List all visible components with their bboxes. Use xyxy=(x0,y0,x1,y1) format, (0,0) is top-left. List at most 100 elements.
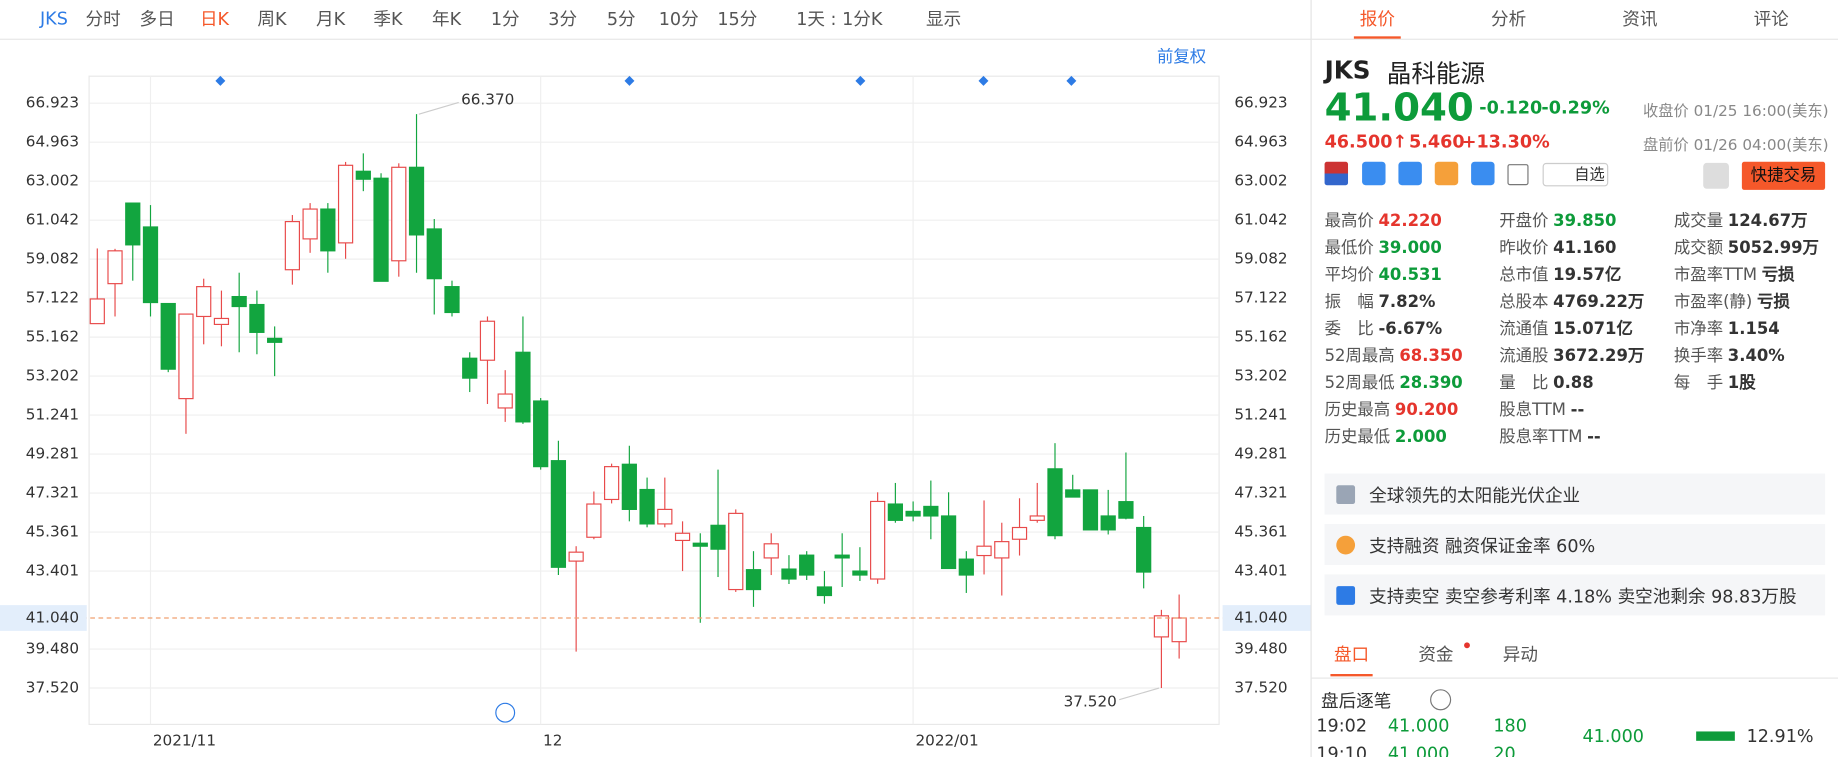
candle-body xyxy=(196,286,212,318)
red-dot xyxy=(1464,642,1470,649)
stat-label: 振 幅 xyxy=(1324,293,1374,312)
y-tick-label: 66.923 xyxy=(26,94,79,112)
tab[interactable]: 报价 xyxy=(1359,8,1395,30)
trades-title[interactable]: 盘后逐笔 xyxy=(1321,690,1392,712)
candle-body xyxy=(905,510,921,517)
trade-cell: 180 xyxy=(1493,715,1527,737)
icon xyxy=(1434,161,1459,186)
bottom-tab[interactable]: 盘口 xyxy=(1333,644,1370,666)
y-tick-label: 66.923 xyxy=(1234,94,1287,112)
candle-body xyxy=(834,554,850,559)
separator xyxy=(1311,677,1838,679)
candle-body xyxy=(160,302,176,370)
candle-body xyxy=(692,542,708,547)
period-tab[interactable]: 周K xyxy=(257,8,287,30)
feature-icon xyxy=(1336,586,1356,605)
y-tick-label: 49.281 xyxy=(26,445,79,463)
candle-body xyxy=(1065,489,1081,498)
watch-button[interactable]: 自选 xyxy=(1542,162,1609,187)
candle-body xyxy=(781,568,797,580)
period-tab[interactable]: 季K xyxy=(373,8,403,30)
y-tick-label: 45.361 xyxy=(26,523,79,541)
period-tab[interactable]: 5分 xyxy=(606,8,636,30)
stock-name: 晶科能源 xyxy=(1386,59,1486,88)
stat-label: 52周最低 xyxy=(1324,373,1395,393)
tab[interactable]: 分析 xyxy=(1491,8,1527,30)
stat-row: 流通股 3672.29万 xyxy=(1499,343,1644,366)
candle-body xyxy=(852,570,868,576)
candle-body xyxy=(799,554,815,576)
icon xyxy=(1471,161,1495,186)
candle-body xyxy=(1171,617,1187,643)
price-tag-label: 41.040 xyxy=(26,609,79,627)
interval-select[interactable]: 1天 : 1分K xyxy=(796,8,883,30)
display-select[interactable]: 显示 xyxy=(926,8,962,30)
stat-label: 平均价 xyxy=(1324,266,1374,285)
stat-label: 量 比 xyxy=(1499,373,1549,393)
candle-body xyxy=(1029,515,1045,521)
annotation-line xyxy=(418,101,459,115)
price: 41.040 xyxy=(1324,84,1474,131)
feature-box xyxy=(1324,523,1826,565)
tab[interactable]: 资讯 xyxy=(1622,8,1658,30)
period-tab[interactable]: 多日 xyxy=(139,8,175,30)
bottom-tab[interactable]: 资金 xyxy=(1418,644,1454,666)
stat-row: 平均价 40.531 xyxy=(1325,263,1442,286)
y-tick-label: 39.480 xyxy=(1234,640,1287,658)
bottom-tab[interactable]: 异动 xyxy=(1502,644,1538,666)
stat-row: 每 手 1股 xyxy=(1674,370,1756,393)
event-marker xyxy=(855,75,866,86)
period-tab[interactable]: 日K xyxy=(199,8,230,30)
y-tick-label: 45.361 xyxy=(1234,523,1287,541)
y-tick-label: 61.042 xyxy=(1234,211,1287,229)
stat-label: 历史最低 xyxy=(1324,427,1391,447)
stat-row: 最高价 42.220 xyxy=(1325,209,1442,232)
chart: 37.520 37.520 39.480 39.480 43.401 43.401 45.3… xyxy=(0,75,1311,749)
stat-label: 流通值 xyxy=(1499,320,1549,339)
stat-value: 15.071亿 xyxy=(1553,320,1633,339)
stat-value: 68.350 xyxy=(1399,346,1463,366)
stat-row: 股息率TTM -- xyxy=(1499,424,1600,447)
candle-body xyxy=(674,532,691,542)
y-tick-label: 51.241 xyxy=(26,406,79,424)
y-tick-label: 51.241 xyxy=(1234,406,1287,424)
x-tick-label: 2021/11 xyxy=(153,731,216,749)
stat-value: 4769.22万 xyxy=(1553,293,1645,312)
trade-cell: 41.000 xyxy=(1387,715,1450,737)
tab[interactable]: 评论 xyxy=(1753,8,1789,30)
period-tab[interactable]: 10分 xyxy=(658,8,699,30)
feature-icon xyxy=(1336,485,1356,505)
x-tick-label: 12 xyxy=(543,731,562,749)
adjust-select[interactable]: 前复权 xyxy=(1156,48,1207,67)
trade-button[interactable]: 快捷交易 xyxy=(1741,161,1826,190)
candle-body xyxy=(408,166,425,236)
depth-pct: 12.91% xyxy=(1746,725,1814,747)
stat-value: 0.88 xyxy=(1553,373,1594,393)
period-tab[interactable]: 年K xyxy=(432,8,462,30)
candle-body xyxy=(1011,526,1028,540)
stat-label: 市净率 xyxy=(1673,320,1724,339)
toolbar xyxy=(0,0,1311,40)
divider xyxy=(1310,0,1312,757)
period-tab[interactable]: 1分 xyxy=(490,8,520,30)
trade-cell: 19:02 xyxy=(1316,715,1368,737)
stat-value: 39.850 xyxy=(1553,212,1617,231)
symbol[interactable]: JKS xyxy=(39,8,68,30)
period-tab[interactable]: 分时 xyxy=(85,8,121,30)
candle-body xyxy=(568,551,584,562)
candle-body xyxy=(444,286,460,314)
icon xyxy=(1398,161,1422,186)
candle-body xyxy=(870,500,886,580)
period-tab[interactable]: 3分 xyxy=(548,8,578,30)
candle-body xyxy=(355,170,371,180)
pre-price: 46.500↑ xyxy=(1324,131,1408,153)
period-tab[interactable]: 15分 xyxy=(717,8,758,30)
candle-body xyxy=(763,543,779,559)
stat-value: 28.390 xyxy=(1399,373,1463,393)
stat-label: 换手率 xyxy=(1673,346,1724,366)
period-tab[interactable]: 月K xyxy=(315,8,346,30)
bell-icon[interactable] xyxy=(1703,162,1729,189)
plot-area xyxy=(88,75,1220,725)
candle-body xyxy=(621,463,637,510)
